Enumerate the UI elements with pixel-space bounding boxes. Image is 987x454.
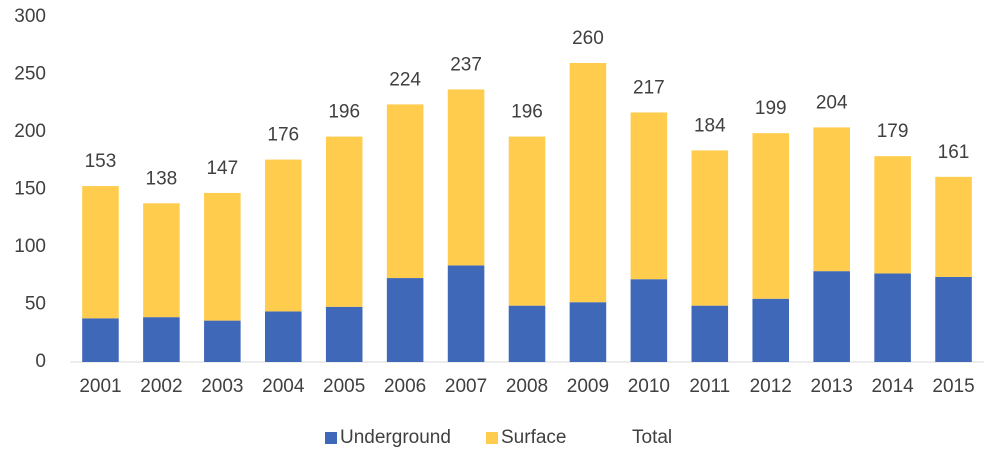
data-label: 179: [877, 121, 909, 142]
bar-segment: [508, 305, 546, 362]
data-label: 196: [328, 102, 360, 123]
x-tick-label: 2005: [323, 376, 365, 397]
x-tick-label: 2015: [932, 376, 974, 397]
x-tick-label: 2004: [262, 376, 305, 397]
bar-segment: [264, 311, 302, 362]
bar-segment: [82, 186, 119, 319]
data-label: 260: [572, 28, 604, 49]
data-label: 161: [938, 142, 970, 163]
x-tick-label: 2010: [628, 376, 670, 397]
bar-segment: [691, 305, 729, 362]
bar-segment: [691, 150, 729, 306]
bar-segment: [447, 89, 485, 266]
bar-segment: [204, 192, 241, 321]
data-label: 237: [450, 54, 482, 75]
bar-segment: [325, 306, 363, 362]
x-tick-label: 2011: [689, 376, 730, 397]
x-tick-label: 2014: [871, 376, 914, 397]
data-label: 196: [511, 102, 543, 123]
data-label: 217: [633, 77, 665, 98]
x-tick-label: 2009: [567, 376, 609, 397]
x-tick-label: 2003: [201, 376, 243, 397]
data-label: 176: [267, 125, 299, 146]
x-tick-label: 2013: [811, 376, 853, 397]
x-tick-label: 2006: [384, 376, 426, 397]
legend-label: Total: [632, 427, 672, 448]
bar-segment: [569, 302, 607, 362]
bar-segment: [386, 278, 424, 362]
y-tick-label: 300: [14, 6, 46, 27]
x-tick-label: 2002: [140, 376, 182, 397]
bar-segment: [143, 203, 180, 318]
y-tick-label: 250: [14, 64, 46, 85]
bar-segment: [386, 104, 424, 279]
data-label: 224: [389, 69, 421, 90]
bar-segment: [874, 273, 911, 362]
bar-segment: [752, 298, 790, 362]
data-label: 184: [694, 115, 726, 136]
bar-segment: [447, 265, 485, 362]
y-tick-label: 150: [14, 179, 46, 200]
legend-swatch: [325, 432, 337, 444]
bar-segment: [813, 127, 850, 272]
y-tick-label: 200: [14, 121, 46, 142]
legend-swatch: [486, 432, 498, 444]
y-tick-label: 50: [25, 294, 46, 315]
y-tick-label: 0: [35, 351, 46, 372]
bar-segment: [204, 320, 241, 362]
data-label: 147: [206, 158, 238, 179]
y-tick-label: 100: [14, 236, 46, 257]
x-tick-label: 2007: [445, 376, 487, 397]
data-label: 204: [816, 92, 848, 113]
bar-segment: [264, 159, 302, 312]
x-tick-label: 2001: [79, 376, 121, 397]
bar-segment: [569, 63, 607, 303]
bar-segment: [143, 317, 180, 362]
bar-segment: [813, 271, 850, 362]
x-tick-label: 2008: [506, 376, 548, 397]
bar-segment: [935, 176, 972, 277]
legend-label: Underground: [340, 427, 451, 448]
bar-segment: [508, 136, 546, 306]
data-label: 153: [85, 151, 117, 172]
x-tick-label: 2012: [750, 376, 792, 397]
data-label: 199: [755, 98, 787, 119]
data-label: 138: [146, 168, 178, 189]
bar-segment: [630, 112, 668, 280]
bar-segment: [325, 136, 363, 307]
bar-segment: [935, 276, 972, 362]
legend-label: Surface: [501, 427, 566, 448]
bar-segment: [630, 279, 668, 362]
bar-segment: [752, 133, 790, 299]
bar-segment: [82, 318, 119, 362]
bar-segment: [874, 156, 911, 274]
